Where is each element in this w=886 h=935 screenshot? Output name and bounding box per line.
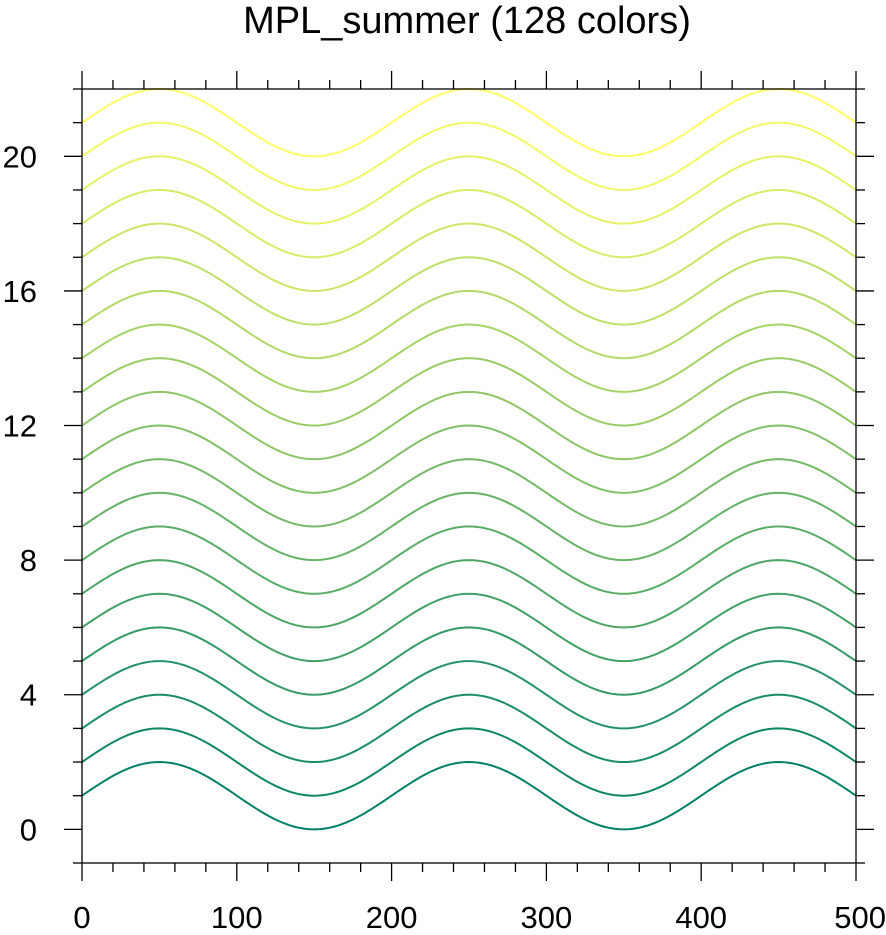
series-line-4 [81,626,857,696]
x-tick-label: 500 [834,900,886,935]
y-tick-label: 20 [3,139,37,174]
series-line-2 [81,693,857,764]
y-tick-label: 0 [20,812,37,847]
series-line-13 [81,323,857,393]
series-line-0 [81,761,857,831]
chart-title: MPL_summer (128 colors) [243,0,691,42]
series-line-7 [81,525,857,595]
y-tick-label: 16 [3,274,37,309]
series-line-9 [81,458,857,528]
series-line-19 [81,121,857,191]
series-line-6 [81,559,857,629]
x-tick-label: 400 [675,900,727,935]
series-line-12 [81,357,857,427]
axis-ticks [64,71,874,881]
series-line-18 [81,155,857,225]
y-tick-label: 8 [20,543,37,578]
x-tick-label: 200 [366,900,418,935]
series-line-11 [81,390,857,461]
series-line-1 [81,727,857,797]
y-tick-label: 12 [3,409,37,444]
x-tick-label: 0 [73,900,90,935]
y-tick-label: 4 [20,678,37,713]
plot-frame [81,88,857,864]
x-tick-labels: 0 100 200 300 400 500 [73,900,886,935]
series-line-15 [81,256,857,326]
series-line-10 [81,424,857,494]
series-group [81,87,857,831]
series-line-16 [81,222,857,292]
y-tick-labels: 0 4 8 12 16 20 [3,139,37,847]
series-line-14 [81,289,857,360]
x-tick-label: 100 [211,900,263,935]
series-line-5 [81,592,857,663]
series-line-3 [81,660,857,730]
x-tick-label: 300 [521,900,573,935]
series-line-8 [81,491,857,562]
series-line-17 [81,188,857,259]
